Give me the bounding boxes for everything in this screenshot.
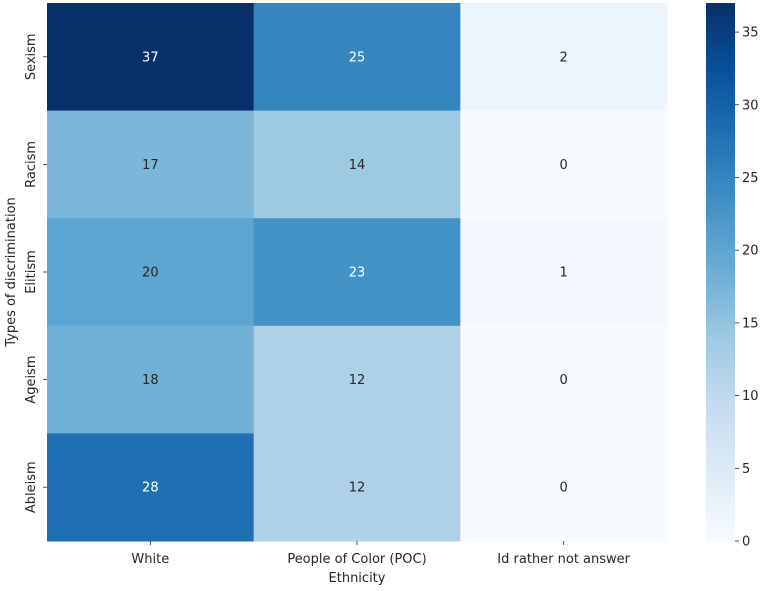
y-tick-label: Elitism [24, 250, 39, 294]
colorbar-tick-label: 20 [742, 244, 759, 259]
y-tick-label: Ageism [24, 355, 39, 403]
colorbar-gradient [706, 3, 735, 541]
heatmap-cell [47, 3, 255, 112]
cell-value-label: 17 [142, 158, 159, 173]
heatmap-cell [47, 110, 255, 219]
cell-value-label: 14 [349, 158, 366, 173]
cell-value-label: 12 [349, 373, 366, 388]
colorbar-tick-label: 25 [742, 171, 759, 186]
cell-value-label: 25 [349, 50, 366, 65]
cell-value-label: 2 [560, 50, 568, 65]
x-tick-label: White [131, 552, 169, 567]
heatmap-cell [253, 3, 461, 112]
colorbar-tick-label: 35 [742, 26, 759, 41]
colorbar-tick-label: 5 [742, 462, 750, 477]
cell-value-label: 28 [142, 481, 159, 496]
cell-value-label: 37 [142, 50, 159, 65]
cell-value-label: 0 [560, 373, 568, 388]
y-tick-label: Ableism [24, 461, 39, 513]
cell-annotations: 37 25 2 17 14 0 20 23 1 18 12 0 28 12 0 [142, 50, 568, 495]
y-tick-label: Sexism [24, 33, 39, 80]
heatmap-cell [47, 325, 255, 434]
heatmap-cell [253, 325, 461, 434]
cell-value-label: 0 [560, 481, 568, 496]
cell-value-label: 18 [142, 373, 159, 388]
colorbar-tick-label: 0 [742, 535, 750, 550]
colorbar: 0 5 10 15 20 25 30 35 [706, 3, 759, 550]
heatmap-cell [47, 433, 255, 542]
cell-value-label: 12 [349, 481, 366, 496]
heatmap-cell [460, 218, 668, 327]
x-axis: White People of Color (POC) Id rather not … [131, 541, 631, 567]
heatmap-cell [460, 3, 668, 112]
colorbar-tick-label: 30 [742, 98, 759, 113]
cell-value-label: 23 [349, 266, 366, 281]
heatmap-cell [253, 218, 461, 327]
heatmap-cell [460, 325, 668, 434]
colorbar-tick-label: 15 [742, 316, 759, 331]
x-tick-label: Id rather not answer [497, 552, 630, 567]
heatmap-cells [47, 3, 668, 542]
x-axis-label: Ethnicity [329, 571, 386, 586]
cell-value-label: 1 [560, 266, 568, 281]
colorbar-tick-label: 10 [742, 389, 759, 404]
y-axis: Sexism Racism Elitism Ageism Ableism [24, 33, 47, 513]
heatmap-cell [47, 218, 255, 327]
cell-value-label: 20 [142, 266, 159, 281]
heatmap-cell [460, 110, 668, 219]
cell-value-label: 0 [560, 158, 568, 173]
heatmap-cell [460, 433, 668, 542]
y-tick-label: Racism [24, 141, 39, 188]
heatmap-cell [253, 110, 461, 219]
heatmap-cell [253, 433, 461, 542]
y-axis-label: Types of discrimination [4, 197, 19, 348]
x-tick-label: People of Color (POC) [287, 552, 426, 567]
